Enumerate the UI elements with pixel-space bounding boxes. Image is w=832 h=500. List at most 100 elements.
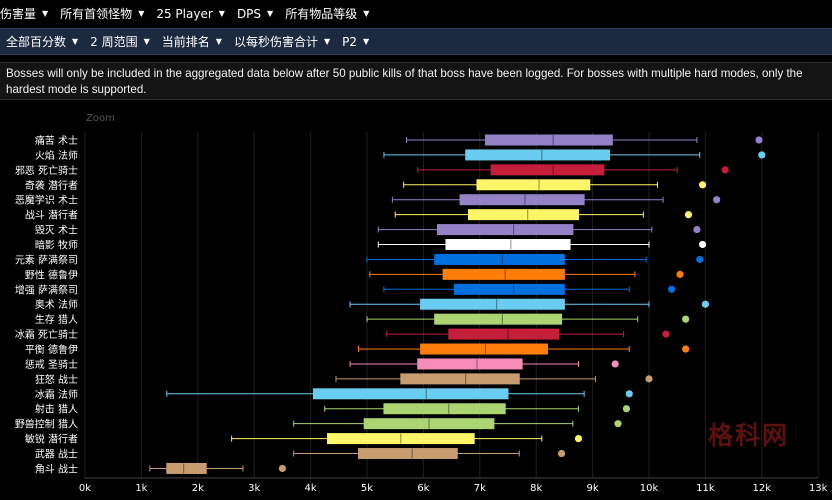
row-label: 武器 战士 — [35, 448, 78, 461]
row-label: 冰霜 死亡骑士 — [15, 328, 78, 341]
outlier-point — [682, 345, 690, 353]
x-tick-label: 2k — [192, 483, 204, 494]
boss-dropdown-label: 所有首领怪物 — [60, 7, 133, 21]
outlier-point — [614, 420, 622, 428]
chevron-down-icon: ▼ — [138, 9, 145, 18]
box-iqr — [420, 343, 548, 355]
outlier-point — [713, 196, 721, 204]
time-range-dropdown[interactable]: 2 周范围 ▼ — [90, 33, 150, 50]
row-label: 邪恶 死亡骑士 — [15, 164, 78, 177]
chevron-down-icon: ▼ — [267, 9, 274, 18]
x-tick-label: 8k — [530, 483, 542, 494]
row-label: 毁灭 术士 — [35, 224, 78, 237]
metric-dropdown[interactable]: 伤害量 ▼ — [0, 5, 48, 22]
row-label: 狂怒 战士 — [35, 373, 78, 386]
percentile-dropdown-label: 全部百分数 — [6, 35, 67, 49]
outlier-point — [622, 405, 631, 413]
outlier-point — [721, 166, 729, 174]
box-iqr — [417, 358, 523, 370]
metric-dropdown-label: 伤害量 — [0, 7, 37, 21]
box-iqr — [383, 403, 506, 415]
percentile-dropdown[interactable]: 全部百分数 ▼ — [6, 33, 78, 50]
outlier-point — [682, 315, 690, 323]
chevron-down-icon: ▼ — [72, 37, 79, 46]
boss-dropdown[interactable]: 所有首领怪物 ▼ — [60, 5, 144, 22]
row-label: 奇袭 潜行者 — [25, 179, 78, 192]
chevron-down-icon: ▼ — [363, 9, 370, 18]
row-label: 奥术 法师 — [35, 298, 78, 311]
x-tick-label: 0k — [79, 483, 91, 494]
outlier-point — [557, 449, 566, 458]
outlier-point — [758, 151, 766, 159]
x-tick-label: 4k — [305, 483, 317, 494]
x-tick-label: 1k — [135, 483, 147, 494]
box-iqr — [437, 224, 574, 236]
time-range-dropdown-label: 2 周范围 — [90, 35, 138, 49]
row-label: 射击 猎人 — [35, 403, 78, 416]
x-tick-label: 5k — [361, 483, 373, 494]
box-iqr — [363, 418, 495, 430]
filter-bar-primary: 伤害量 ▼ 所有首领怪物 ▼ 25 Player ▼ DPS ▼ 所有物品等级 ▼ — [0, 0, 832, 27]
outlier-point — [698, 240, 707, 249]
aggregation-dropdown-label: 以每秒伤害合计 — [233, 35, 318, 49]
box-iqr — [468, 209, 579, 221]
chevron-down-icon: ▼ — [363, 37, 370, 46]
zoom-label[interactable]: Zoom — [86, 113, 115, 124]
outlier-point — [755, 136, 763, 144]
box-iqr — [490, 164, 605, 176]
x-tick-label: 3k — [248, 483, 260, 494]
row-label: 火焰 法师 — [35, 149, 78, 162]
box-iqr — [465, 149, 611, 161]
outlier-point — [676, 270, 684, 278]
outlier-point — [684, 211, 693, 219]
chevron-down-icon: ▼ — [42, 9, 49, 18]
x-tick-label: 7k — [474, 483, 486, 494]
row-label: 痛苦 术士 — [35, 134, 78, 147]
x-tick-label: 10k — [640, 483, 659, 494]
x-tick-label: 9k — [587, 483, 599, 494]
role-dropdown-label: DPS — [236, 6, 262, 21]
chevron-down-icon: ▼ — [143, 37, 150, 46]
box-iqr — [484, 134, 613, 146]
box-iqr — [448, 328, 560, 340]
filter-bar-secondary: 全部百分数 ▼ 2 周范围 ▼ 当前排名 ▼ 以每秒伤害合计 ▼ P2 ▼ — [0, 28, 832, 55]
box-iqr — [459, 194, 585, 206]
outlier-point — [696, 255, 704, 264]
phase-dropdown[interactable]: P2 ▼ — [342, 35, 369, 49]
raid-size-dropdown[interactable]: 25 Player ▼ — [156, 7, 225, 21]
row-label: 增强 萨满祭司 — [15, 283, 78, 296]
item-level-dropdown[interactable]: 所有物品等级 ▼ — [285, 5, 369, 22]
watermark: 格科网 — [708, 421, 790, 450]
row-label: 暗影 牧师 — [35, 239, 78, 252]
x-tick-label: 13k — [809, 483, 828, 494]
box-iqr — [442, 268, 565, 280]
item-level-dropdown-label: 所有物品等级 — [285, 7, 358, 21]
box-iqr — [476, 179, 591, 191]
outlier-point — [667, 285, 676, 293]
outlier-point — [645, 375, 653, 383]
outlier-point — [701, 300, 710, 308]
row-label: 野性 德鲁伊 — [25, 268, 78, 281]
row-label: 恶魔学识 术士 — [15, 194, 78, 207]
box-iqr — [434, 313, 563, 325]
row-label: 冰霜 法师 — [35, 388, 78, 401]
ranking-dropdown[interactable]: 当前排名 ▼ — [162, 33, 222, 50]
ranking-dropdown-label: 当前排名 — [161, 35, 210, 49]
chevron-down-icon: ▼ — [218, 9, 225, 18]
raid-size-dropdown-label: 25 Player — [156, 6, 213, 21]
row-label: 敏锐 潜行者 — [25, 433, 78, 446]
role-dropdown[interactable]: DPS ▼ — [237, 7, 273, 21]
box-iqr — [166, 462, 207, 474]
outlier-point — [698, 181, 707, 189]
chevron-down-icon: ▼ — [215, 37, 222, 46]
box-iqr — [358, 448, 458, 460]
outlier-point — [611, 360, 619, 368]
row-label: 生存 猎人 — [35, 313, 78, 326]
box-iqr — [312, 388, 509, 400]
x-tick-label: 12k — [753, 483, 772, 494]
aggregation-dropdown[interactable]: 以每秒伤害合计 ▼ — [234, 33, 330, 50]
x-tick-label: 6k — [417, 483, 429, 494]
row-label: 战斗 潜行者 — [25, 209, 78, 222]
box-iqr — [434, 253, 565, 265]
